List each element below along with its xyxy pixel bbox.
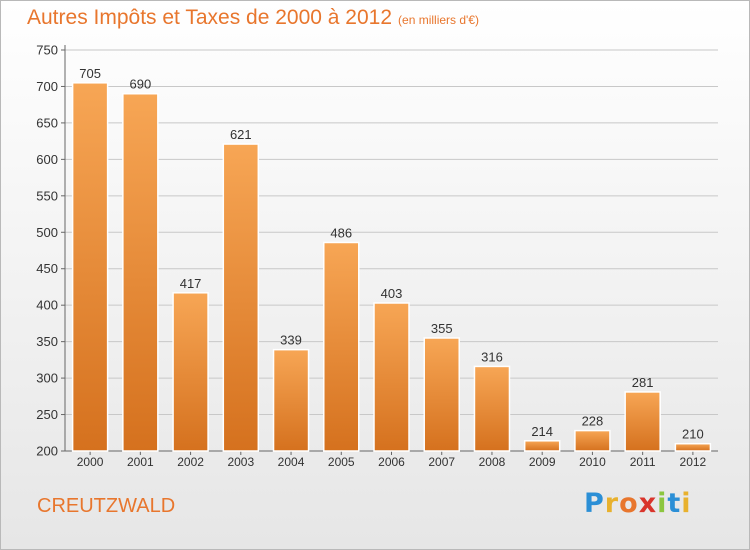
bar (71, 82, 109, 452)
bar (574, 429, 611, 452)
logo-letter: i (681, 488, 692, 519)
y-tick-label: 500 (36, 225, 58, 240)
x-tick-label: 2003 (227, 455, 254, 469)
x-tick-label: 2000 (77, 455, 104, 469)
x-tick-label: 2008 (479, 455, 506, 469)
y-tick-label: 400 (36, 298, 58, 313)
bar (523, 440, 561, 452)
data-label: 705 (79, 66, 101, 81)
proxiti-logo: Proxiti (584, 488, 692, 519)
bar (122, 92, 159, 452)
logo-letter: P (584, 488, 605, 519)
x-tick-label: 2011 (630, 455, 656, 469)
logo-letter: x (638, 488, 658, 519)
y-tick-label: 550 (36, 188, 58, 203)
data-label: 339 (280, 333, 302, 348)
y-tick-label: 600 (36, 152, 58, 167)
data-label: 403 (381, 286, 403, 301)
y-tick-label: 750 (36, 43, 58, 58)
bar (222, 143, 260, 452)
data-label: 417 (180, 276, 202, 291)
x-tick-label: 2004 (278, 455, 305, 469)
y-tick-label: 650 (36, 115, 58, 130)
data-label: 690 (129, 77, 151, 92)
data-labels: 705 690 417 621 339 486 403 355 316 214 228 281 210 (79, 66, 703, 442)
logo-letter: r (604, 488, 620, 519)
bar (624, 391, 661, 452)
title-unit: (en milliers d'€) (398, 13, 480, 27)
x-tick-label: 2007 (428, 455, 455, 469)
commune-name: CREUTZWALD (37, 495, 176, 517)
logo-letter: o (619, 488, 639, 519)
data-label: 486 (330, 225, 352, 240)
data-label: 281 (632, 375, 654, 390)
bar (373, 302, 410, 452)
bar (323, 241, 360, 452)
x-tick-label: 2001 (127, 455, 154, 469)
x-tick-label: 2005 (328, 455, 355, 469)
x-tick-label: 2002 (177, 455, 204, 469)
logo-letter: i (657, 488, 668, 519)
y-tick-label: 200 (36, 444, 58, 459)
chart-title: Autres Impôts et Taxes de 2000 à 2012 (en… (27, 6, 479, 30)
y-tick-label: 350 (36, 334, 58, 349)
data-label: 228 (582, 414, 604, 429)
x-tick-label: 2006 (378, 455, 405, 469)
x-tick-label: 2012 (680, 455, 707, 469)
bar (674, 442, 712, 452)
bar (272, 348, 310, 452)
data-label: 621 (230, 127, 252, 142)
logo-letter: t (667, 488, 682, 519)
y-tick-label: 700 (36, 79, 58, 94)
data-label: 214 (531, 424, 553, 439)
bar (423, 337, 460, 452)
axes: 200 250 300 350 400 450 500 550 600 650 700 750 2000… (36, 43, 718, 469)
data-label: 316 (481, 349, 503, 364)
title-text: Autres Impôts et Taxes de 2000 à 2012 (27, 6, 393, 29)
data-label: 210 (682, 427, 704, 442)
x-tick-label: 2010 (579, 455, 606, 469)
x-tick-label: 2009 (529, 455, 556, 469)
y-tick-label: 250 (36, 407, 58, 422)
y-tick-label: 300 (36, 371, 58, 386)
data-label: 355 (431, 321, 453, 336)
y-tick-label: 450 (36, 261, 58, 276)
bar (473, 365, 511, 452)
bar (172, 292, 209, 452)
bars (71, 82, 712, 452)
